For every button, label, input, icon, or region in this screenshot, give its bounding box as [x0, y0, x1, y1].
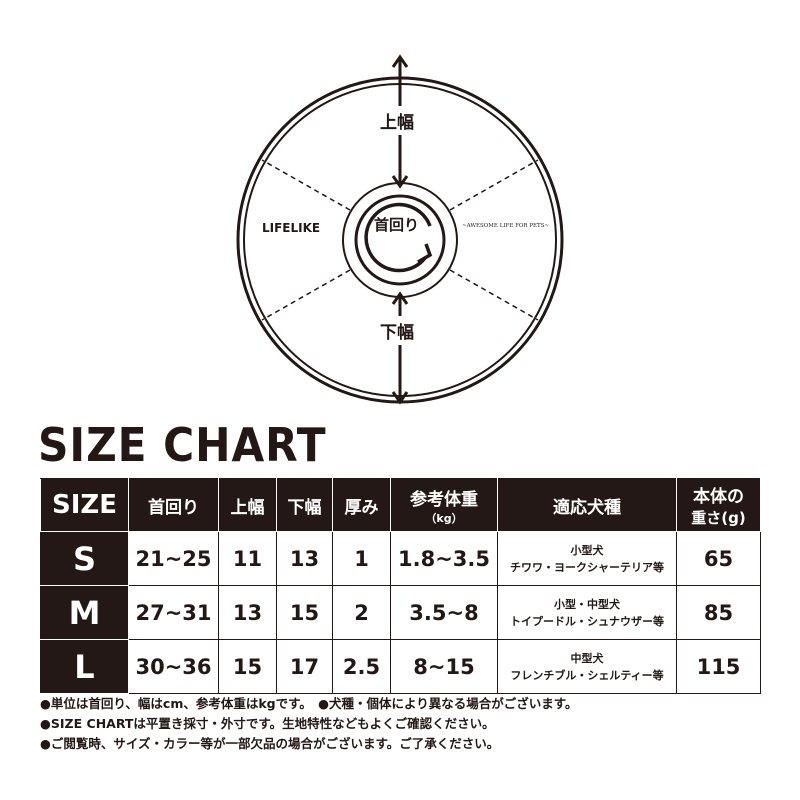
- cell-lower: 17: [276, 639, 333, 694]
- cell-thickness: 2.5: [332, 639, 391, 694]
- header-upper: 上幅: [218, 478, 277, 532]
- note: ●SIZE CHARTは平置き採寸・外寸です。生地特性などもよくご確認ください。: [40, 716, 495, 731]
- table-row: M 27~31 13 15 2 3.5~8 小型・中型犬 トイプードル・シュナウザ…: [40, 585, 761, 640]
- header-size: SIZE: [40, 478, 129, 532]
- cell-size: S: [40, 531, 129, 586]
- neck-arrow-icon: [364, 202, 432, 273]
- cell-lower: 15: [276, 585, 333, 640]
- cell-breeds: 中型犬 フレンチブル・シェルティー等: [497, 639, 677, 694]
- table-row: S 21~25 11 13 1 1.8~3.5 小型犬 チワワ・ヨークシャーテリア…: [40, 531, 761, 586]
- product-diagram: LIFELIKE ~AWESOME LIFE FOR PETS~: [236, 54, 564, 405]
- page-title: SIZE CHART: [38, 418, 327, 472]
- lower-width-label: 下幅: [380, 316, 414, 345]
- cell-weight: 3.5~8: [390, 585, 498, 640]
- brand-logo: LIFELIKE: [262, 221, 320, 235]
- header-breeds: 適応犬種: [497, 478, 677, 532]
- cell-thickness: 2: [332, 585, 391, 640]
- size-table: SIZE 首回り 上幅 下幅 厚み 参考体重 （kg） 適応犬種 本体の 重さ(g)…: [40, 478, 761, 694]
- cell-item-weight: 65: [676, 531, 761, 586]
- notes: ●単位は首回り、幅はcm、参考体重はkgです。 ●犬種・個体により異なる場合がご…: [40, 694, 578, 754]
- note: ●単位は首回り、幅はcm、参考体重はkgです。 ●犬種・個体により異なる場合がご…: [40, 696, 578, 711]
- neck-ring: [342, 182, 458, 298]
- header-weight: 参考体重 （kg）: [390, 478, 498, 532]
- header-item-weight: 本体の 重さ(g): [676, 478, 761, 532]
- cell-item-weight: 115: [676, 639, 761, 694]
- cell-upper: 11: [218, 531, 277, 586]
- cell-size: M: [40, 585, 129, 640]
- upper-width-label: 上幅: [380, 106, 414, 135]
- cell-lower: 13: [276, 531, 333, 586]
- cell-thickness: 1: [332, 531, 391, 586]
- cell-weight: 1.8~3.5: [390, 531, 498, 586]
- table-header: SIZE 首回り 上幅 下幅 厚み 参考体重 （kg） 適応犬種 本体の 重さ(g): [40, 478, 761, 532]
- cell-neck: 21~25: [128, 531, 219, 586]
- cell-upper: 13: [218, 585, 277, 640]
- note: ●ご閲覧時、サイズ・カラー等が一部欠品の場合がございます。ご了承ください。: [40, 736, 500, 751]
- header-thickness: 厚み: [332, 478, 391, 532]
- neck-label: 首回り: [374, 216, 420, 234]
- cell-item-weight: 85: [676, 585, 761, 640]
- cell-upper: 15: [218, 639, 277, 694]
- neck-ring-inner: [354, 194, 446, 286]
- cell-breeds: 小型・中型犬 トイプードル・シュナウザー等: [497, 585, 677, 640]
- cell-size: L: [40, 639, 129, 694]
- cell-breeds: 小型犬 チワワ・ヨークシャーテリア等: [497, 531, 677, 586]
- tagline: ~AWESOME LIFE FOR PETS~: [462, 223, 549, 229]
- seam-lines: [261, 159, 539, 321]
- header-neck: 首回り: [128, 478, 219, 532]
- table-row: L 30~36 15 17 2.5 8~15 中型犬 フレンチブル・シェルティー等…: [40, 639, 761, 694]
- cell-neck: 27~31: [128, 585, 219, 640]
- cell-weight: 8~15: [390, 639, 498, 694]
- header-lower: 下幅: [276, 478, 333, 532]
- cell-neck: 30~36: [128, 639, 219, 694]
